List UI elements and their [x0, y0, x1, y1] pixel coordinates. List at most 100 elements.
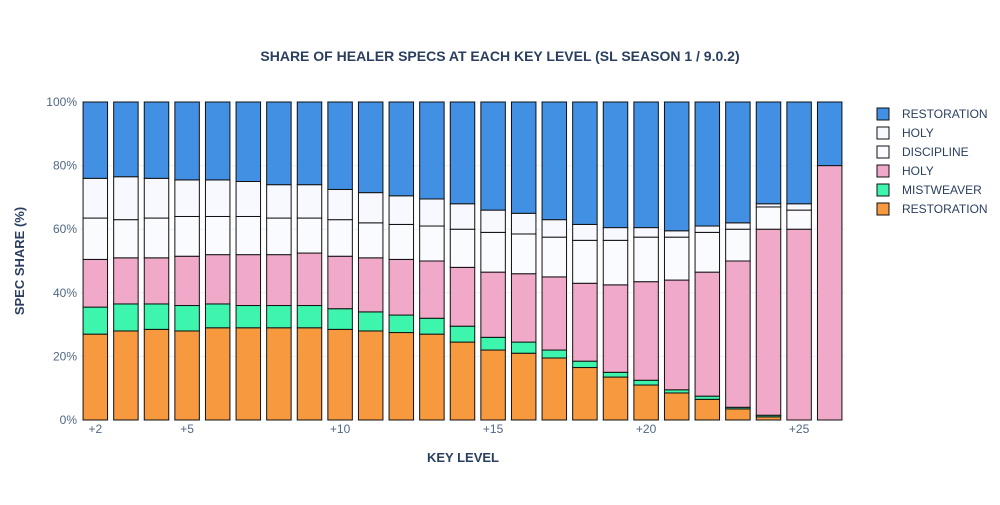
bar-segment-1-key-11 — [357, 330, 384, 421]
bar-segment-6-key-23 — [725, 101, 751, 224]
bar-segment-3-key-22 — [694, 271, 721, 397]
bar-segment-2-key-2 — [82, 306, 109, 335]
bar-segment-4-key-10 — [327, 219, 353, 257]
bar-segment-1-key-10 — [327, 328, 353, 421]
bar-segment-5-key-12 — [388, 195, 415, 225]
bar-segment-1-key-5 — [174, 330, 200, 421]
bar-segment-6-key-21 — [663, 101, 690, 232]
bar-segment-1-key-18 — [572, 367, 598, 421]
bar-segment-2-key-7 — [235, 305, 262, 329]
bar-segment-5-key-13 — [419, 198, 445, 227]
y-tick-label: 100% — [46, 95, 77, 109]
bar-segment-3-key-5 — [174, 255, 200, 307]
bar-segment-1-key-9 — [296, 327, 323, 421]
bar-segment-4-key-8 — [266, 217, 292, 256]
bar-segment-6-key-16 — [510, 101, 537, 214]
bar-segment-4-key-21 — [663, 236, 690, 281]
bar-segment-5-key-3 — [113, 176, 139, 221]
bar-segment-6-key-12 — [388, 101, 415, 197]
bar-segment-5-key-9 — [296, 184, 323, 219]
legend-swatch[interactable] — [876, 107, 890, 121]
bar-segment-3-key-25 — [786, 228, 812, 421]
bar-segment-1-key-17 — [541, 357, 568, 421]
legend-label[interactable]: HOLY — [902, 164, 934, 178]
legend-swatch[interactable] — [876, 183, 890, 197]
bar-segment-5-key-11 — [357, 192, 384, 224]
bar-segment-5-key-21 — [663, 230, 690, 238]
legend-swatch[interactable] — [876, 145, 890, 159]
bar-segment-5-key-16 — [510, 212, 537, 235]
bar-segment-1-key-19 — [602, 376, 629, 421]
bar-segment-3-key-2 — [82, 258, 109, 308]
legend-swatch[interactable] — [876, 202, 890, 216]
bar-segment-5-key-23 — [725, 222, 751, 230]
bar-segment-3-key-11 — [357, 257, 384, 313]
legend-label[interactable]: MISTWEAVER — [902, 183, 982, 197]
bar-segment-5-key-15 — [480, 209, 506, 233]
bar-segment-2-key-13 — [419, 317, 445, 335]
bar-segment-3-key-4 — [143, 257, 170, 305]
bar-segment-6-key-25 — [786, 101, 812, 205]
bar-segment-1-key-14 — [449, 341, 476, 421]
legend-swatch[interactable] — [876, 126, 890, 140]
bar-segment-4-key-17 — [541, 236, 568, 278]
bar-segment-4-key-19 — [602, 239, 629, 286]
bar-segment-2-key-10 — [327, 308, 353, 330]
bar-segment-1-key-4 — [143, 328, 170, 421]
bar-segment-1-key-13 — [419, 333, 445, 421]
bar-segment-3-key-10 — [327, 255, 353, 310]
legend-label[interactable]: RESTORATION — [902, 202, 988, 216]
bar-segment-5-key-10 — [327, 188, 353, 221]
bar-segment-2-key-17 — [541, 349, 568, 359]
bar-segment-4-key-7 — [235, 215, 262, 256]
legend-label[interactable]: RESTORATION — [902, 107, 988, 121]
legend-swatch[interactable] — [876, 164, 890, 178]
bar-segment-3-key-12 — [388, 258, 415, 316]
bar-segment-5-key-25 — [786, 203, 812, 211]
bar-segment-5-key-7 — [235, 181, 262, 217]
bar-segment-4-key-15 — [480, 231, 506, 273]
bar-segment-3-key-9 — [296, 252, 323, 307]
y-tick-label: 0% — [60, 413, 78, 427]
bar-segment-4-key-25 — [786, 209, 812, 230]
bar-segment-3-key-3 — [113, 257, 139, 305]
bar-segment-1-key-15 — [480, 349, 506, 421]
bar-segment-4-key-11 — [357, 222, 384, 259]
legend-label[interactable]: HOLY — [902, 126, 934, 140]
y-axis-ticks: 0% 20% 40% 60% 80% 100% — [46, 95, 77, 427]
bar-segment-6-key-20 — [633, 101, 659, 229]
bar-segment-4-key-12 — [388, 223, 415, 260]
bar-segment-2-key-16 — [510, 341, 537, 354]
bar-segment-3-key-21 — [663, 279, 690, 391]
bar-segment-1-key-3 — [113, 330, 139, 421]
bar-segment-4-key-3 — [113, 219, 139, 259]
bar-segment-6-key-4 — [143, 101, 170, 179]
bar-segment-4-key-13 — [419, 225, 445, 262]
bar-segment-6-key-22 — [694, 101, 721, 227]
bar-segment-4-key-4 — [143, 217, 170, 259]
bar-segment-5-key-6 — [204, 179, 231, 217]
bar-segment-5-key-20 — [633, 227, 659, 238]
bar-segment-1-key-2 — [82, 333, 109, 421]
bar-segment-3-key-19 — [602, 284, 629, 373]
y-tick-label: 80% — [53, 159, 77, 173]
bar-segment-2-key-19 — [602, 371, 629, 378]
bar-segment-6-key-24 — [755, 101, 782, 205]
bar-segment-3-key-18 — [572, 282, 598, 362]
bar-segment-1-key-8 — [266, 327, 292, 421]
bar-segment-4-key-23 — [725, 228, 751, 262]
legend-label[interactable]: DISCIPLINE — [902, 145, 969, 159]
bar-segment-6-key-10 — [327, 101, 353, 190]
bar-segment-2-key-8 — [266, 305, 292, 329]
x-tick-label: +5 — [180, 422, 194, 436]
bar-segment-1-key-7 — [235, 327, 262, 421]
bar-segment-2-key-20 — [633, 379, 659, 386]
bars-group — [82, 101, 843, 421]
bar-segment-2-key-3 — [113, 303, 139, 332]
bar-segment-3-key-16 — [510, 273, 537, 343]
bar-segment-1-key-21 — [663, 392, 690, 421]
bar-segment-3-key-8 — [266, 254, 292, 307]
bar-segment-4-key-2 — [82, 217, 109, 260]
bar-segment-3-key-17 — [541, 276, 568, 351]
bar-segment-4-key-18 — [572, 239, 598, 284]
